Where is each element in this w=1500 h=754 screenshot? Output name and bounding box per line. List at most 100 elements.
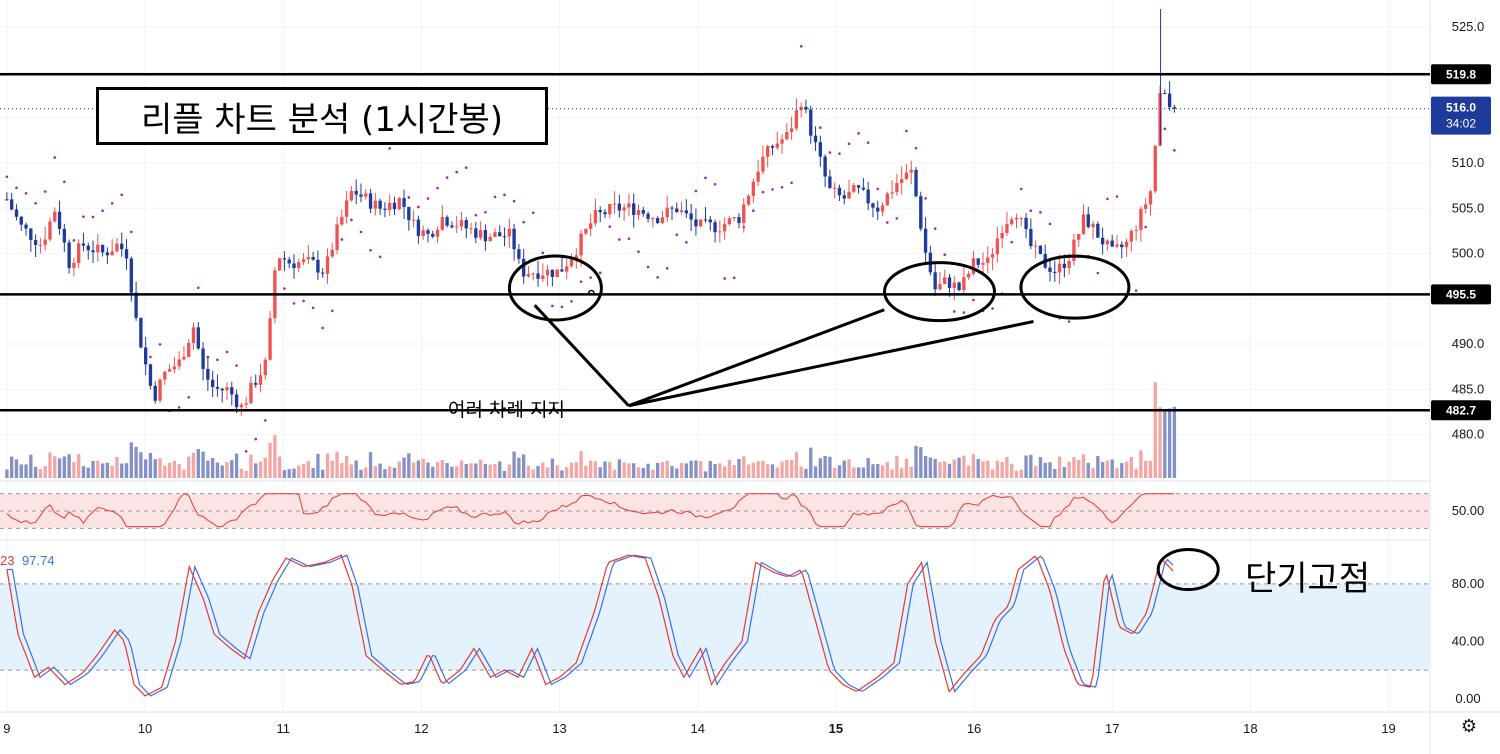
volume-bar — [1048, 462, 1052, 478]
volume-bar — [1029, 454, 1033, 478]
psar-dot — [799, 44, 803, 48]
candle-body — [584, 228, 588, 234]
volume-bar — [407, 453, 411, 478]
psar-dot — [321, 326, 325, 330]
volume-bar — [545, 467, 550, 478]
volume-bar — [344, 455, 349, 478]
volume-bar — [187, 456, 191, 478]
time-tick-label: 14 — [690, 721, 704, 736]
candle-body — [77, 243, 81, 263]
candle-body — [890, 192, 894, 194]
candle-body — [48, 221, 52, 240]
volume-bar — [325, 453, 330, 478]
candle-body — [785, 132, 789, 140]
volume-bar — [627, 463, 631, 478]
candle-body — [574, 255, 578, 260]
psar-dot — [771, 188, 774, 191]
psar-dot — [15, 186, 18, 190]
candle-body — [722, 224, 727, 232]
candle-body — [703, 219, 708, 221]
psar-dot — [1144, 225, 1147, 229]
candle-body — [981, 262, 985, 265]
psar-dot — [34, 201, 37, 205]
volume-bar — [1144, 460, 1148, 478]
candle-body — [1120, 244, 1124, 248]
highlight-ellipse — [883, 261, 997, 323]
volume-bar — [1134, 468, 1138, 478]
price-axis[interactable]: 480.0 485.0 490.0 500.0 505.0 510.0 525.0 50.00… — [1452, 19, 1485, 706]
volume-bar — [392, 467, 397, 478]
candle-body — [608, 203, 612, 215]
volume-bar — [928, 457, 933, 478]
psar-dot — [522, 220, 525, 224]
volume-bar — [5, 469, 9, 478]
candle-body — [976, 258, 980, 265]
volume-bar — [555, 465, 559, 478]
candle-body — [971, 258, 976, 274]
volume-bar — [775, 467, 779, 478]
candle-body — [679, 210, 684, 213]
candle-body — [1057, 263, 1062, 273]
volume-bar — [311, 468, 315, 478]
time-axis[interactable]: 9 10 11 12 13 14 15 16 17 18 19 — [3, 721, 1395, 736]
time-tick-label: 15 — [829, 721, 843, 736]
candle-body — [823, 156, 827, 177]
volume-bar — [502, 471, 507, 478]
candle-body — [598, 209, 602, 213]
candle-body — [966, 273, 971, 278]
candle-body — [995, 238, 1000, 255]
candle-body — [1124, 241, 1129, 248]
volume-bar — [737, 459, 741, 478]
candle-body — [263, 359, 267, 376]
volume-bar — [842, 460, 846, 478]
psar-dot — [637, 250, 640, 253]
psar-dot — [962, 311, 966, 314]
candle-body — [254, 382, 258, 385]
price-tags: 519.8 495.5 482.7 516.0 34:02 — [1431, 64, 1491, 421]
psar-dot — [1163, 127, 1167, 131]
candle-body — [316, 259, 320, 273]
candle-body — [1005, 224, 1009, 233]
price-tick-label: 505.0 — [1452, 200, 1485, 215]
volume-bar — [833, 467, 837, 478]
psar-dot — [1115, 195, 1119, 198]
candle-body — [38, 244, 43, 246]
candle-body — [1038, 245, 1043, 255]
volume-bar — [383, 469, 387, 478]
candle-body — [756, 171, 760, 182]
volume-bar — [1148, 460, 1153, 478]
psar-dot — [340, 238, 344, 241]
volume-bar — [981, 461, 985, 478]
last-price-value: 516.0 — [1446, 101, 1476, 115]
volume-bar — [464, 463, 468, 478]
psar-dot — [292, 302, 296, 305]
volume-bar — [335, 451, 339, 478]
volume-bar — [632, 463, 636, 478]
volume-bar — [1024, 455, 1028, 478]
psar-dot — [120, 193, 124, 197]
pointer-line — [628, 320, 1034, 408]
candle-body — [411, 219, 416, 221]
volume-bar — [593, 461, 598, 478]
candle-body — [148, 364, 153, 386]
candle-body — [1100, 237, 1105, 245]
psar-dot — [704, 176, 707, 180]
candle-body — [344, 200, 349, 217]
volume-bar — [675, 468, 679, 478]
volume-bar — [1167, 408, 1172, 478]
candle-body — [852, 185, 856, 192]
level-tag — [1431, 400, 1491, 421]
volume-bar — [33, 466, 38, 478]
volume-bar — [1153, 382, 1157, 478]
candle-body — [861, 187, 866, 190]
short-term-top-note: 단기고점 — [1245, 559, 1370, 599]
psar-dot — [244, 450, 248, 453]
volume-bar — [861, 467, 866, 478]
volume-bar — [1053, 469, 1057, 478]
gear-icon[interactable]: ⚙ — [1460, 716, 1478, 737]
horizontal-levels[interactable] — [0, 73, 1430, 412]
candle-body — [569, 259, 574, 267]
psar-dot — [149, 355, 152, 359]
